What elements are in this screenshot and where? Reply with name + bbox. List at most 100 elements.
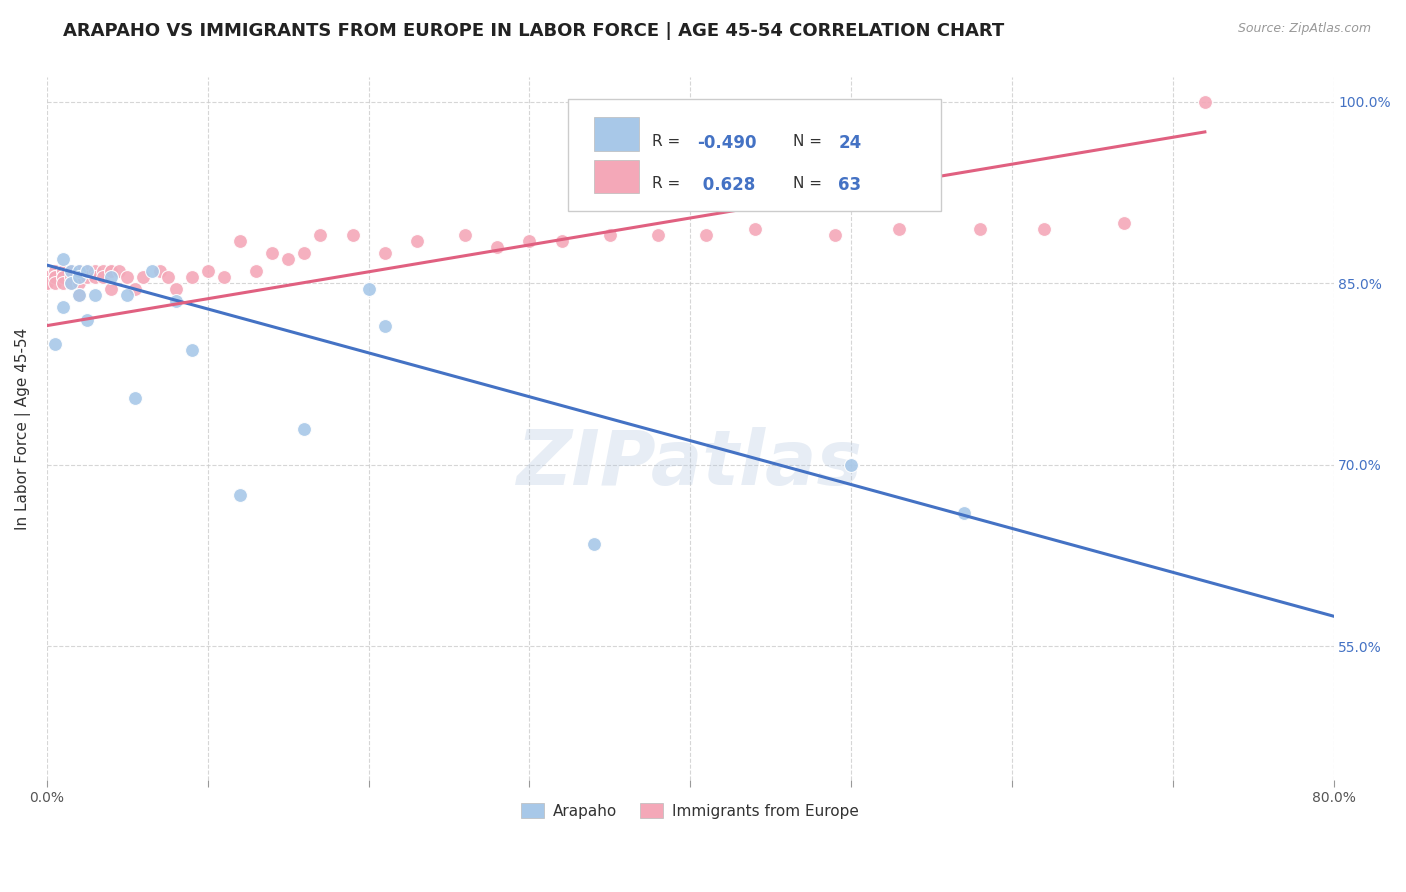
Point — [60, 264, 83, 278]
Point — [969, 221, 991, 235]
Text: Source: ZipAtlas.com: Source: ZipAtlas.com — [1237, 22, 1371, 36]
Point — [1033, 221, 1056, 235]
Point — [292, 246, 315, 260]
Point — [67, 270, 90, 285]
Point — [67, 277, 90, 291]
Point — [91, 264, 114, 278]
Point — [52, 264, 75, 278]
Point — [229, 488, 252, 502]
Point — [44, 336, 66, 351]
Point — [52, 277, 75, 291]
Point — [44, 277, 66, 291]
Text: -0.490: -0.490 — [697, 135, 756, 153]
Point — [60, 264, 83, 278]
Point — [180, 270, 202, 285]
Point — [35, 277, 58, 291]
Point — [197, 264, 219, 278]
Point — [117, 270, 139, 285]
Point — [67, 264, 90, 278]
Point — [212, 270, 235, 285]
Point — [744, 221, 766, 235]
Point — [67, 264, 90, 278]
FancyBboxPatch shape — [568, 98, 941, 211]
Point — [952, 506, 974, 520]
FancyBboxPatch shape — [593, 160, 638, 194]
Text: R =: R = — [651, 135, 685, 149]
Text: N =: N = — [793, 177, 827, 192]
Point — [100, 282, 122, 296]
Point — [91, 270, 114, 285]
Point — [76, 270, 98, 285]
Point — [67, 264, 90, 278]
Point — [100, 264, 122, 278]
Point — [599, 227, 621, 242]
Point — [156, 270, 179, 285]
Point — [124, 391, 146, 405]
Point — [52, 270, 75, 285]
Point — [180, 343, 202, 357]
Point — [245, 264, 267, 278]
Point — [76, 264, 98, 278]
Point — [342, 227, 364, 242]
Point — [647, 227, 669, 242]
Point — [486, 240, 509, 254]
Point — [141, 264, 163, 278]
Legend: Arapaho, Immigrants from Europe: Arapaho, Immigrants from Europe — [515, 797, 866, 824]
Point — [44, 270, 66, 285]
Point — [262, 246, 284, 260]
Point — [60, 277, 83, 291]
Point — [374, 246, 396, 260]
Text: 24: 24 — [838, 135, 862, 153]
Point — [309, 227, 332, 242]
Point — [824, 227, 846, 242]
Point — [52, 252, 75, 266]
Point — [44, 270, 66, 285]
Point — [60, 264, 83, 278]
Point — [67, 288, 90, 302]
Point — [695, 227, 717, 242]
Point — [44, 264, 66, 278]
Point — [292, 421, 315, 435]
Point — [76, 312, 98, 326]
Point — [84, 288, 107, 302]
Point — [52, 270, 75, 285]
Point — [60, 270, 83, 285]
Point — [108, 264, 131, 278]
Point — [124, 282, 146, 296]
Point — [165, 294, 187, 309]
Point — [84, 264, 107, 278]
Text: 0.628: 0.628 — [697, 177, 755, 194]
Point — [454, 227, 477, 242]
Point — [839, 458, 862, 472]
FancyBboxPatch shape — [593, 118, 638, 151]
Point — [148, 264, 170, 278]
Point — [100, 270, 122, 285]
Point — [277, 252, 299, 266]
Point — [52, 264, 75, 278]
Point — [52, 301, 75, 315]
Point — [165, 282, 187, 296]
Point — [582, 536, 605, 550]
Y-axis label: In Labor Force | Age 45-54: In Labor Force | Age 45-54 — [15, 327, 31, 530]
Point — [1194, 95, 1216, 109]
Point — [67, 288, 90, 302]
Text: N =: N = — [793, 135, 827, 149]
Text: R =: R = — [651, 177, 685, 192]
Point — [357, 282, 380, 296]
Point — [84, 270, 107, 285]
Point — [550, 234, 572, 248]
Point — [519, 234, 541, 248]
Text: 63: 63 — [838, 177, 862, 194]
Point — [76, 264, 98, 278]
Point — [67, 270, 90, 285]
Point — [229, 234, 252, 248]
Point — [35, 277, 58, 291]
Point — [117, 288, 139, 302]
Text: ARAPAHO VS IMMIGRANTS FROM EUROPE IN LABOR FORCE | AGE 45-54 CORRELATION CHART: ARAPAHO VS IMMIGRANTS FROM EUROPE IN LAB… — [63, 22, 1004, 40]
Point — [1114, 216, 1136, 230]
Point — [60, 277, 83, 291]
Text: ZIPatlas: ZIPatlas — [517, 426, 863, 500]
Point — [374, 318, 396, 333]
Point — [889, 221, 911, 235]
Point — [35, 270, 58, 285]
